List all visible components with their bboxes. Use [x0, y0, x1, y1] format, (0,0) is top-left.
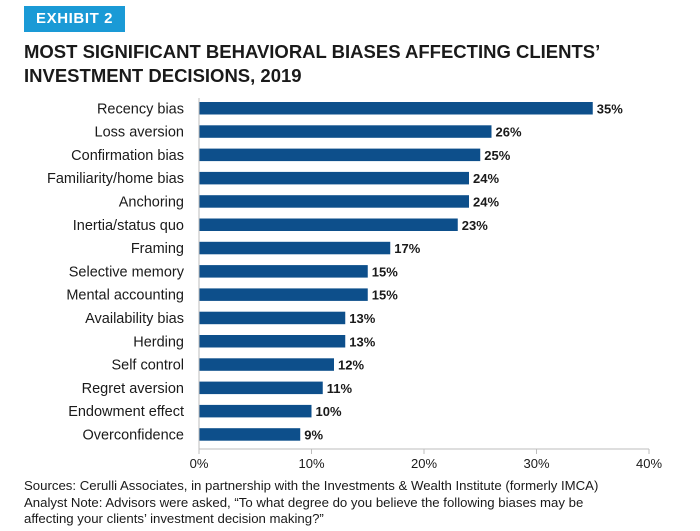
bar-regret-aversion [199, 381, 323, 395]
exhibit-badge: EXHIBIT 2 [24, 6, 126, 32]
category-label-overconfidence: Overconfidence [82, 427, 184, 443]
category-label-mental-accounting: Mental accounting [66, 288, 184, 304]
bar-herding [199, 335, 346, 348]
bar-framing [199, 241, 391, 255]
x-axis: 0% 10% 20% 30% 40% [190, 98, 662, 471]
x-tick-label-0: 0% [190, 456, 209, 471]
value-label-selective-memory: 15% [372, 264, 398, 279]
bar-self-control [199, 358, 334, 371]
notes: Sources: Cerulli Associates, in partners… [24, 478, 694, 528]
value-label-overconfidence: 9% [304, 427, 323, 442]
value-label-recency-bias: 35% [597, 101, 623, 116]
bars-group [199, 102, 593, 441]
category-label-self-control: Self control [111, 358, 184, 374]
x-tick-label-10: 10% [298, 456, 324, 471]
value-label-inertia-status-quo: 23% [462, 218, 488, 233]
bar-loss-aversion [199, 125, 492, 138]
analyst-note-line-2: affecting your clients’ investment decis… [24, 511, 324, 526]
value-label-familiarity-home-bias: 24% [473, 171, 499, 186]
value-label-loss-aversion: 26% [496, 125, 522, 140]
value-label-framing: 17% [394, 241, 420, 256]
chart-title-line-1: MOST SIGNIFICANT BEHAVIORAL BIASES AFFEC… [24, 41, 601, 62]
value-label-confirmation-bias: 25% [484, 148, 510, 163]
chart-title: MOST SIGNIFICANT BEHAVIORAL BIASES AFFEC… [24, 40, 674, 88]
chart-title-line-2: INVESTMENT DECISIONS, 2019 [24, 65, 302, 86]
bar-confirmation-bias [199, 148, 481, 162]
bar-overconfidence [199, 428, 301, 441]
bar-mental-accounting [199, 288, 368, 301]
bar-availability-bias [199, 311, 346, 325]
bar-anchoring [199, 195, 469, 208]
category-label-inertia-status-quo: Inertia/status quo [73, 218, 184, 234]
category-label-confirmation-bias: Confirmation bias [71, 148, 184, 164]
x-tick-label-30: 30% [523, 456, 549, 471]
category-label-selective-memory: Selective memory [69, 264, 185, 280]
x-tick-label-20: 20% [411, 456, 437, 471]
analyst-note-line-1: Analyst Note: Advisors were asked, “To w… [24, 494, 584, 510]
value-label-herding: 13% [349, 334, 375, 349]
category-label-recency-bias: Recency bias [97, 101, 184, 117]
source-note: Sources: Cerulli Associates, in partners… [24, 478, 599, 493]
category-label-anchoring: Anchoring [119, 194, 184, 210]
category-label-familiarity-home-bias: Familiarity/home bias [47, 171, 184, 187]
value-label-mental-accounting: 15% [372, 288, 398, 303]
bar-familiarity-home-bias [199, 171, 469, 185]
category-label-framing: Framing [131, 241, 184, 257]
value-label-regret-aversion: 11% [327, 381, 353, 396]
bar-recency-bias [199, 102, 593, 115]
x-tick-label-40: 40% [636, 456, 662, 471]
bar-inertia-status-quo [199, 218, 458, 231]
category-label-loss-aversion: Loss aversion [95, 125, 184, 141]
bar-chart: Recency bias Loss aversion Confirmation bi… [47, 98, 662, 471]
category-label-endowment-effect: Endowment effect [68, 404, 184, 420]
value-labels-group: 35% 26% 25% 24% 24% 23% 17% 15% 15% 13% 13% 12% 11% 1… [304, 101, 623, 442]
value-label-anchoring: 24% [473, 194, 499, 209]
value-label-self-control: 12% [338, 358, 364, 373]
category-label-availability-bias: Availability bias [85, 311, 184, 327]
category-label-regret-aversion: Regret aversion [82, 381, 184, 397]
value-label-availability-bias: 13% [349, 311, 375, 326]
category-labels-group: Recency bias Loss aversion Confirmation bi… [47, 101, 185, 443]
bar-endowment-effect [199, 404, 312, 418]
bar-selective-memory [199, 265, 368, 278]
value-label-endowment-effect: 10% [316, 404, 342, 419]
category-label-herding: Herding [133, 334, 184, 350]
